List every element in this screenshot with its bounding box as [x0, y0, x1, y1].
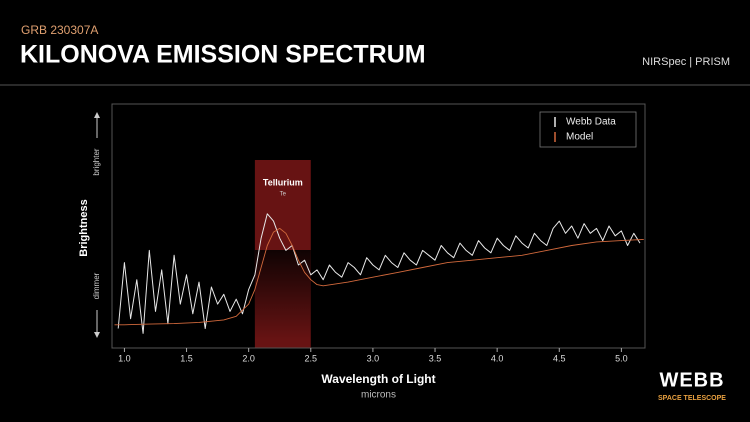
- supertitle: GRB 230307A: [21, 23, 98, 37]
- x-tick-label: 2.5: [305, 353, 318, 363]
- arrow-up-head: [94, 112, 100, 118]
- arrow-down-head: [94, 332, 100, 338]
- y-axis-label: Brightness: [78, 199, 90, 256]
- logo-subtitle: SPACE TELESCOPE: [658, 395, 726, 402]
- legend-label: Webb Data: [566, 117, 616, 128]
- plot-frame: [111, 103, 646, 349]
- x-tick-label: 2.0: [242, 353, 255, 363]
- y-high-label: brighter: [92, 148, 101, 175]
- legend-label: Model: [566, 132, 593, 143]
- x-tick-label: 4.0: [491, 353, 504, 363]
- instrument: NIRSpec | PRISM: [642, 56, 730, 68]
- annotation-label: Tellurium: [263, 177, 303, 187]
- x-tick-label: 3.5: [429, 353, 442, 363]
- y-low-label: dimmer: [92, 272, 101, 299]
- x-axis-label: Wavelength of Light: [321, 372, 435, 386]
- title: KILONOVA EMISSION SPECTRUM: [20, 41, 426, 69]
- series-line: [117, 213, 641, 334]
- series-line: [114, 227, 644, 326]
- x-tick-label: 1.5: [180, 353, 193, 363]
- annotation-symbol: Te: [280, 192, 287, 198]
- x-tick-label: 1.0: [118, 353, 131, 363]
- logo-name: WEBB: [659, 369, 724, 391]
- legend-box: [539, 111, 637, 148]
- x-axis-unit: microns: [361, 390, 396, 401]
- annotation-band-fade: [254, 250, 311, 340]
- x-tick-label: 4.5: [553, 353, 566, 363]
- plot: Tellurium Te 1.0 1.5 2.0 2.5 3.0 3.5 4.0 4.5 5.0 Wa…: [78, 103, 646, 401]
- x-tick-label: 3.0: [367, 353, 380, 363]
- x-tick-label: 5.0: [615, 353, 628, 363]
